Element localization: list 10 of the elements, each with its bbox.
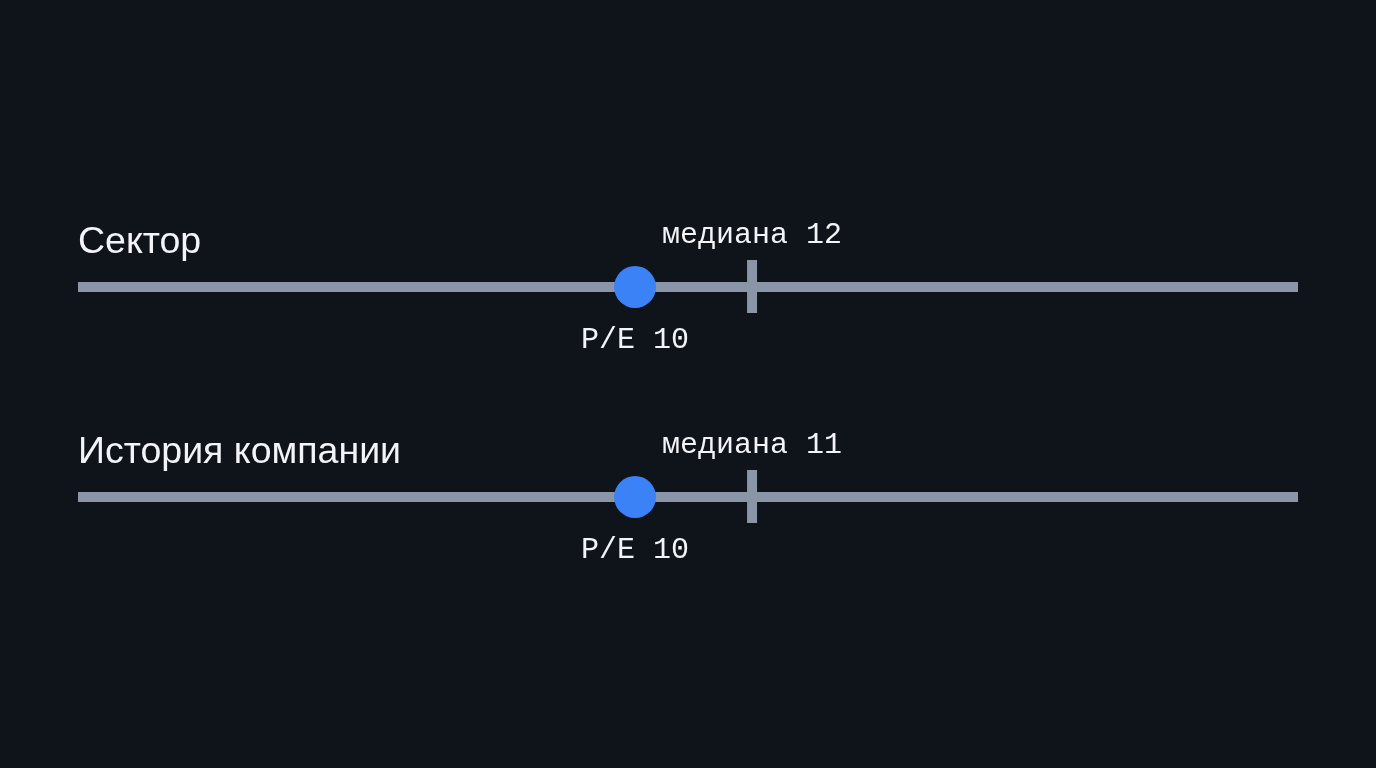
data-label: 11 [806,428,843,462]
legend-label: P/E [581,533,636,567]
text: медиана [662,428,789,462]
data-label: 10 [653,533,690,567]
text: Сектор [78,219,202,261]
text: История компании [78,429,402,471]
data-label: 12 [806,218,843,252]
data-label: 10 [653,323,690,357]
text: медиана [662,218,789,252]
legend-label: P/E [581,323,636,357]
